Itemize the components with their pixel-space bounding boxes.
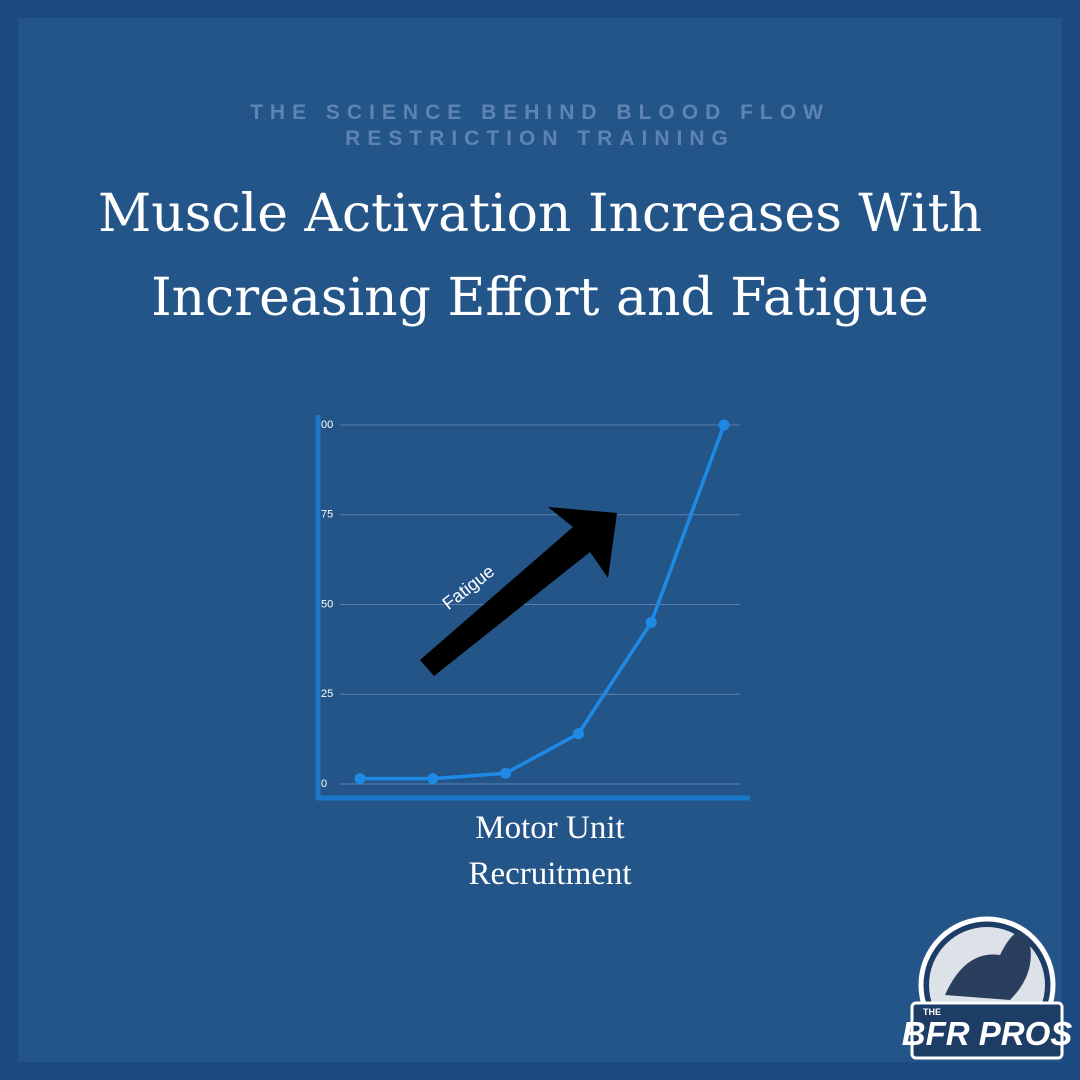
point: [500, 767, 512, 779]
arrow-shape: [420, 507, 617, 676]
panel: [18, 18, 1062, 1062]
logo-small: THE: [923, 1007, 941, 1017]
logo-main: BFR PROS: [902, 1015, 1073, 1052]
title-box: Muscle Activation Increases With Increas…: [98, 184, 982, 328]
point: [354, 773, 366, 785]
x-axis-label: Motor Unit Recruitment: [468, 810, 632, 892]
chart: 0 25 50 75 00: [315, 415, 750, 801]
point: [645, 616, 657, 628]
logo-figure: [945, 932, 1031, 1000]
logo: THE BFR PROS: [902, 916, 1073, 1060]
y-tick-label: 0: [321, 778, 327, 790]
line: [360, 424, 726, 781]
point: [718, 419, 730, 431]
y-tick-label: 25: [321, 688, 333, 700]
x-label-box: Motor Unit Recruitment: [468, 810, 632, 892]
y-tick-label: 00: [321, 419, 333, 431]
point: [572, 728, 584, 740]
y-tick-label: 75: [321, 509, 333, 521]
logo-banner: [910, 1001, 1064, 1060]
point: [427, 773, 439, 785]
subtitle: THE SCIENCE BEHIND BLOOD FLOW RESTRICTIO…: [250, 101, 830, 150]
y-tick-label: 50: [321, 598, 333, 610]
subtitle-box: THE SCIENCE BEHIND BLOOD FLOW RESTRICTIO…: [250, 101, 830, 150]
chart-title: Muscle Activation Increases With Increas…: [98, 184, 982, 328]
